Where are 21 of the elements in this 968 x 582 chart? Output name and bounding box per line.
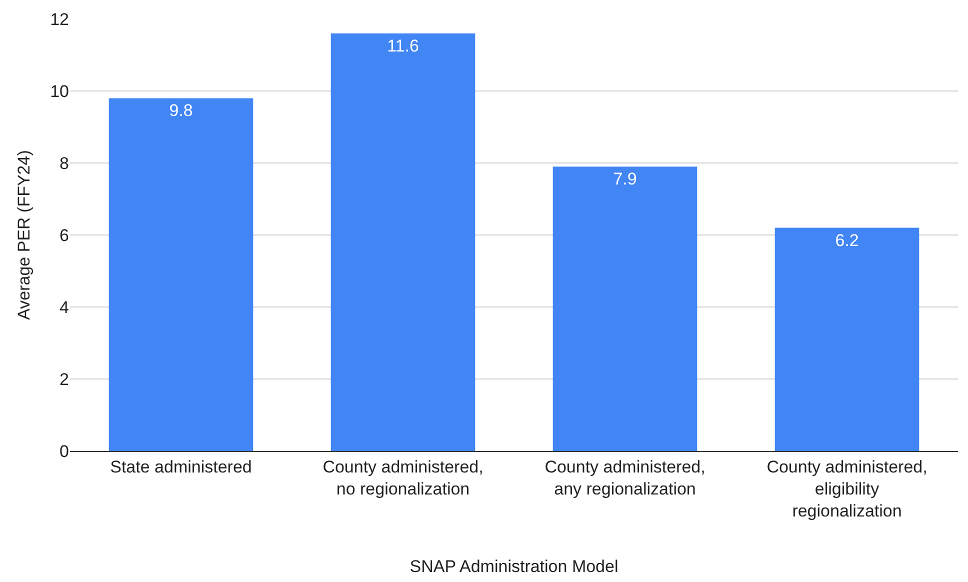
y-tick-label: 2 bbox=[60, 370, 69, 389]
x-axis-title: SNAP Administration Model bbox=[410, 557, 618, 576]
y-axis-title: Average PER (FFY24) bbox=[14, 150, 34, 320]
y-tick-label: 10 bbox=[50, 82, 69, 101]
y-tick-label: 6 bbox=[60, 226, 69, 245]
y-tick-label: 12 bbox=[50, 10, 69, 29]
y-tick-label: 0 bbox=[60, 442, 69, 461]
y-tick-label: 4 bbox=[60, 298, 69, 317]
x-tick-label: County administered, any regionalization bbox=[544, 457, 706, 498]
y-tick-label: 8 bbox=[60, 154, 69, 173]
x-tick-label: County administered, eligibility regionalization bbox=[766, 457, 928, 521]
x-tick-label: County administered, no regionalization bbox=[322, 457, 484, 498]
data-label: 6.2 bbox=[835, 230, 859, 250]
bar bbox=[108, 98, 254, 451]
data-label: 11.6 bbox=[387, 36, 419, 56]
bar bbox=[330, 33, 476, 451]
data-label: 7.9 bbox=[613, 170, 637, 189]
bar bbox=[552, 166, 698, 451]
x-tick-label: State administered bbox=[110, 457, 252, 476]
data-label: 9.8 bbox=[169, 101, 193, 120]
bar bbox=[774, 228, 920, 451]
